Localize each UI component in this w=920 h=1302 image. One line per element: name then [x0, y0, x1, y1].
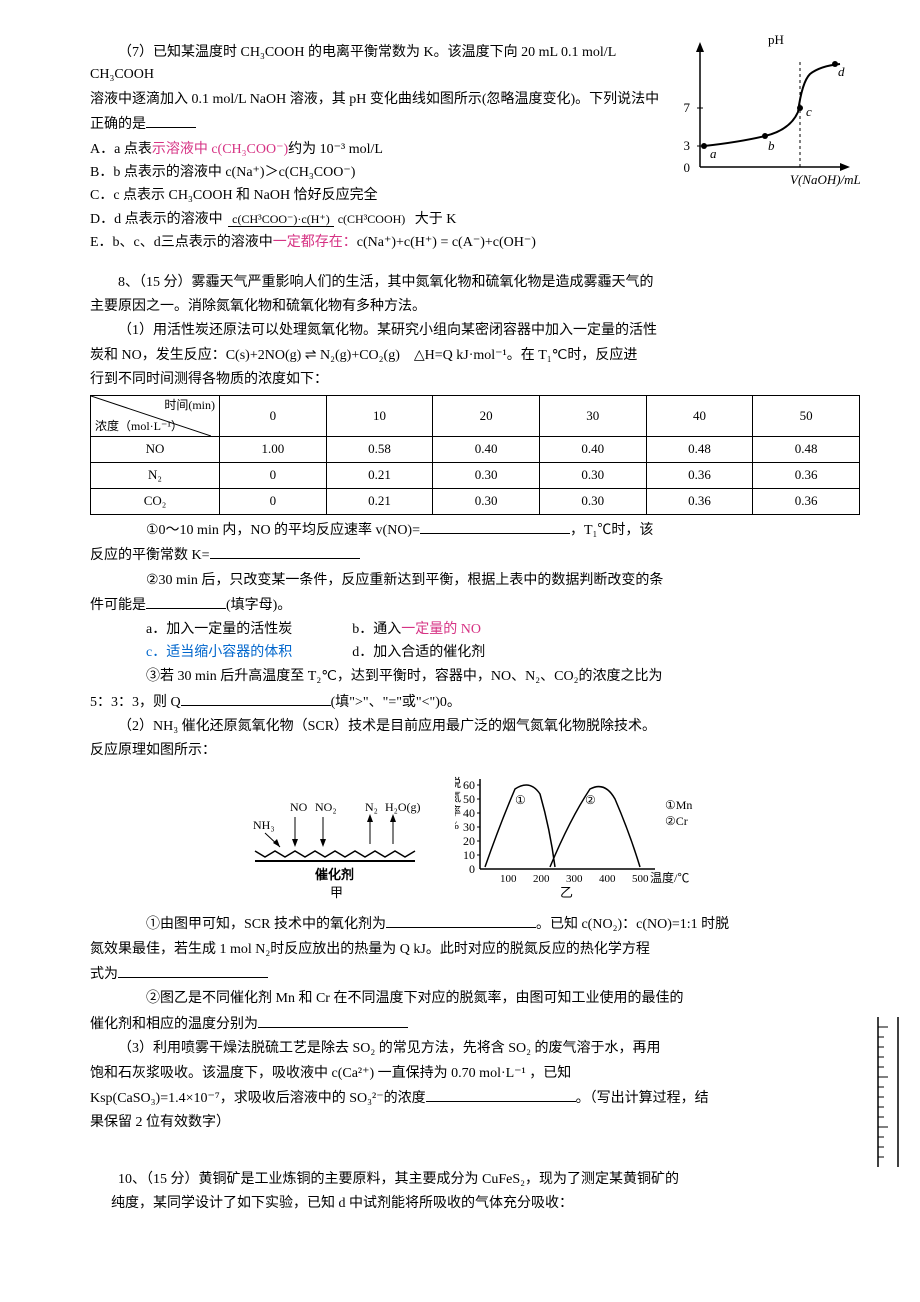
svg-text:②: ②	[585, 793, 596, 807]
q8-head: 8、（15 分）雾霾天气严重影响人们的生活，其中氮氧化物和硫氧化物是造成雾霾天气…	[90, 272, 860, 294]
x-axis-label: V(NaOH)/mL	[790, 172, 860, 187]
y-axis-label: pH	[768, 32, 784, 47]
svg-text:①Mn: ①Mn	[665, 798, 692, 812]
svg-text:10: 10	[463, 848, 475, 862]
svg-text:200: 200	[533, 873, 550, 885]
option-e: E．b、c、d三点表示的溶液中一定都存在：c(Na⁺)+c(H⁺) = c(A⁻…	[90, 232, 860, 254]
svg-text:60: 60	[463, 778, 475, 792]
svg-text:300: 300	[566, 873, 583, 885]
svg-text:500: 500	[632, 873, 649, 885]
svg-text:脱: 脱	[455, 775, 461, 790]
svg-text:30: 30	[463, 820, 475, 834]
svg-text:400: 400	[599, 873, 616, 885]
svg-text:H₂O(g): H₂O(g)	[385, 800, 421, 814]
svg-text:温度/℃: 温度/℃	[650, 870, 689, 885]
svg-text:100: 100	[500, 873, 517, 885]
ph-curve-chart: pH 7 3 0 a b c d V(NaOH)/mL	[670, 32, 860, 200]
svg-text:7: 7	[684, 100, 691, 115]
table-row: N₂00.210.300.300.360.36	[91, 463, 860, 489]
svg-text:c: c	[806, 104, 812, 119]
svg-text:a: a	[710, 146, 717, 161]
svg-text:率: 率	[455, 803, 461, 818]
svg-text:催化剂: 催化剂	[315, 867, 354, 882]
svg-text:20: 20	[463, 834, 475, 848]
q10-stem: 10、（15 分）黄铜矿是工业炼铜的主要原料，其主要成分为 CuFeS₂，现为了…	[90, 1169, 860, 1191]
sub-opt-a: a．加入一定量的活性炭	[146, 619, 292, 641]
figure-jia: NH₃ NO NO₂ N₂ H₂O(g) 催化剂 甲	[235, 789, 435, 907]
svg-text:甲: 甲	[330, 885, 343, 899]
svg-text:氮: 氮	[455, 789, 461, 804]
svg-text:0: 0	[469, 862, 475, 876]
sub-opt-c: c．适当缩小容器的体积	[146, 642, 292, 664]
svg-text:b: b	[768, 138, 775, 153]
option-d: D．d 点表示的溶液中 c(CH³COO⁻)·c(H⁺)c(CH³COOH) 大…	[90, 209, 860, 231]
table-row: CO₂00.210.300.300.360.36	[91, 489, 860, 515]
svg-text:乙: 乙	[560, 885, 573, 899]
concentration-table: 时间(min) 浓度（mol·L⁻¹） 01020 304050 NO1.000…	[90, 395, 860, 514]
sub-opt-d: d．加入合适的催化剂	[352, 642, 485, 664]
svg-text:40: 40	[463, 806, 475, 820]
svg-text:②Cr: ②Cr	[665, 814, 688, 828]
svg-text:NO: NO	[290, 800, 308, 814]
svg-text:NH₃: NH₃	[253, 818, 275, 832]
figure-yi: 60 50 40 30 20 10 0 脱 氮 率 % 100 200 300 …	[455, 769, 715, 907]
sub-opt-b: b．通入一定量的 NO	[352, 619, 481, 641]
table-row: NO1.000.580.400.400.480.48	[91, 437, 860, 463]
svg-text:50: 50	[463, 792, 475, 806]
svg-text:N₂: N₂	[365, 800, 378, 814]
svg-text:%: %	[455, 818, 459, 832]
svg-text:①: ①	[515, 793, 526, 807]
svg-text:3: 3	[684, 138, 691, 153]
svg-text:NO₂: NO₂	[315, 800, 337, 814]
graduated-cylinder: 19 20 21	[870, 1017, 910, 1175]
svg-text:0: 0	[684, 160, 691, 175]
svg-text:d: d	[838, 64, 845, 79]
